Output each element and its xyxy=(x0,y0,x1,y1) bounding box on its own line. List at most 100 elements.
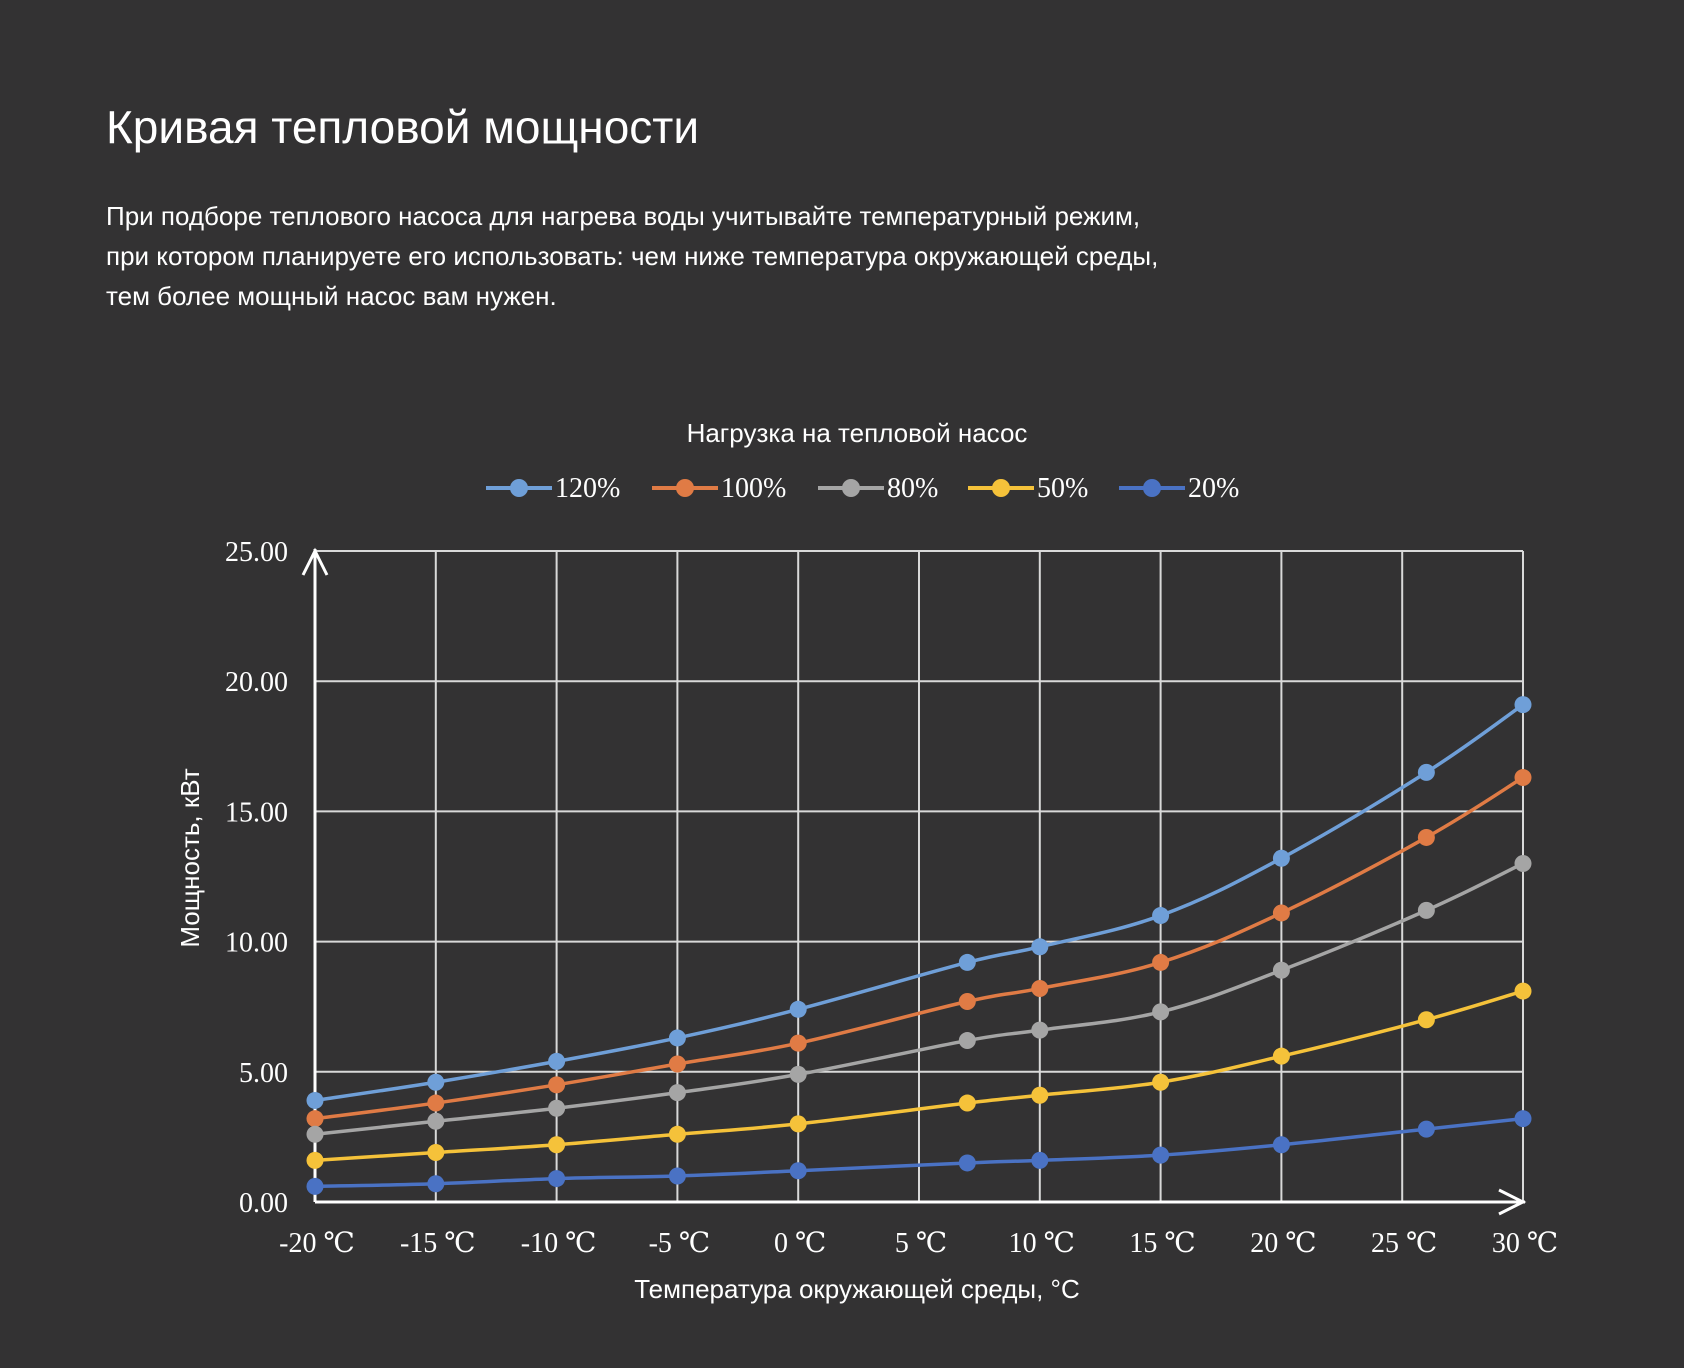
data-point xyxy=(427,1144,445,1162)
data-point xyxy=(548,1099,566,1117)
legend-swatch-marker xyxy=(842,479,860,497)
data-point xyxy=(668,1055,686,1073)
legend-swatch-marker xyxy=(510,479,528,497)
page-intro: При подборе теплового насоса для нагрева… xyxy=(106,196,1306,316)
series-line xyxy=(314,989,1524,1163)
data-point xyxy=(668,1125,686,1143)
data-point xyxy=(958,1032,976,1050)
data-point xyxy=(306,1125,324,1143)
data-point xyxy=(789,1115,807,1133)
x-tick-label: 30 ℃ xyxy=(1492,1228,1558,1259)
x-axis-arrow xyxy=(1498,1188,1527,1216)
data-point xyxy=(1272,849,1290,867)
x-tick-label: 0 ℃ xyxy=(774,1228,826,1259)
data-point xyxy=(548,1170,566,1188)
y-axis-arrow xyxy=(301,547,329,576)
data-point xyxy=(1152,1073,1170,1091)
data-point xyxy=(958,1094,976,1112)
y-tick-label: 15.00 xyxy=(225,797,288,828)
x-tick-label: -15 ℃ xyxy=(400,1228,476,1259)
legend-item: 100% xyxy=(652,473,786,504)
series-100-pct xyxy=(306,769,1532,1128)
x-axis-label: Температура окружающей среды, °С xyxy=(634,1274,1079,1304)
data-point xyxy=(427,1112,445,1130)
x-tick-label: 10 ℃ xyxy=(1009,1228,1075,1259)
data-point xyxy=(1152,1146,1170,1164)
chart-series xyxy=(306,696,1532,1195)
legend-item: 120% xyxy=(486,473,620,504)
page-title: Кривая тепловой мощности xyxy=(106,101,700,153)
data-point xyxy=(1031,1086,1049,1104)
y-tick-labels: 0.00 5.00 10.00 15.00 20.00 25.00 xyxy=(225,537,288,1219)
y-tick-label: 10.00 xyxy=(225,928,288,959)
data-point xyxy=(1152,953,1170,971)
y-tick-label: 25.00 xyxy=(225,537,288,568)
legend-item: 80% xyxy=(818,473,938,504)
data-point xyxy=(789,1000,807,1018)
data-point xyxy=(668,1084,686,1102)
data-point xyxy=(1031,979,1049,997)
data-point xyxy=(306,1151,324,1169)
x-tick-label: -5 ℃ xyxy=(649,1228,711,1259)
data-point xyxy=(1031,1021,1049,1039)
data-point xyxy=(1514,1110,1532,1128)
y-tick-label: 0.00 xyxy=(239,1188,288,1219)
page-intro-line: при котором планируете его использовать:… xyxy=(106,241,1159,271)
data-point xyxy=(1417,1011,1435,1029)
page-intro-line: тем более мощный насос вам нужен. xyxy=(106,281,557,311)
data-point xyxy=(789,1162,807,1180)
series-80-pct xyxy=(306,854,1532,1143)
legend-swatch-marker xyxy=(676,479,694,497)
page-intro-line: При подборе теплового насоса для нагрева… xyxy=(106,201,1141,231)
data-point xyxy=(1514,982,1532,1000)
legend-label: 80% xyxy=(887,473,938,504)
data-point xyxy=(789,1065,807,1083)
data-point xyxy=(1417,763,1435,781)
legend-swatch-marker xyxy=(1143,479,1161,497)
data-point xyxy=(1514,854,1532,872)
data-point xyxy=(1031,1151,1049,1169)
series-line xyxy=(314,861,1524,1137)
data-point xyxy=(1272,1047,1290,1065)
x-tick-label: -20 ℃ xyxy=(279,1228,355,1259)
x-tick-label: 15 ℃ xyxy=(1129,1228,1195,1259)
chart-title: Нагрузка на тепловой насос xyxy=(687,418,1028,448)
data-point xyxy=(668,1167,686,1185)
x-tick-label: 20 ℃ xyxy=(1250,1228,1316,1259)
legend-label: 120% xyxy=(555,473,620,504)
data-point xyxy=(789,1034,807,1052)
legend-label: 20% xyxy=(1188,473,1239,504)
data-point xyxy=(1152,907,1170,925)
data-point xyxy=(668,1029,686,1047)
data-point xyxy=(427,1094,445,1112)
y-axis-label: Мощность, кВт xyxy=(175,768,205,947)
series-50-pct xyxy=(306,982,1532,1169)
legend-label: 100% xyxy=(721,473,786,504)
series-line xyxy=(314,703,1525,1103)
data-point xyxy=(1272,961,1290,979)
data-point xyxy=(427,1073,445,1091)
data-point xyxy=(306,1091,324,1109)
data-point xyxy=(958,953,976,971)
data-point xyxy=(1514,696,1532,714)
data-point xyxy=(427,1175,445,1193)
data-point xyxy=(1152,1003,1170,1021)
data-point xyxy=(548,1136,566,1154)
legend-item: 50% xyxy=(968,473,1088,504)
data-point xyxy=(1031,938,1049,956)
x-tick-label: 5 ℃ xyxy=(895,1228,947,1259)
chart-grid xyxy=(315,550,1524,1202)
x-tick-label: 25 ℃ xyxy=(1371,1228,1437,1259)
data-point xyxy=(306,1110,324,1128)
data-point xyxy=(548,1076,566,1094)
series-line xyxy=(314,776,1524,1121)
data-point xyxy=(958,992,976,1010)
x-tick-label: -10 ℃ xyxy=(521,1228,597,1259)
data-point xyxy=(1417,901,1435,919)
data-point xyxy=(1272,904,1290,922)
data-point xyxy=(1417,1120,1435,1138)
data-point xyxy=(958,1154,976,1172)
data-point xyxy=(1417,828,1435,846)
legend-swatch-marker xyxy=(992,479,1010,497)
